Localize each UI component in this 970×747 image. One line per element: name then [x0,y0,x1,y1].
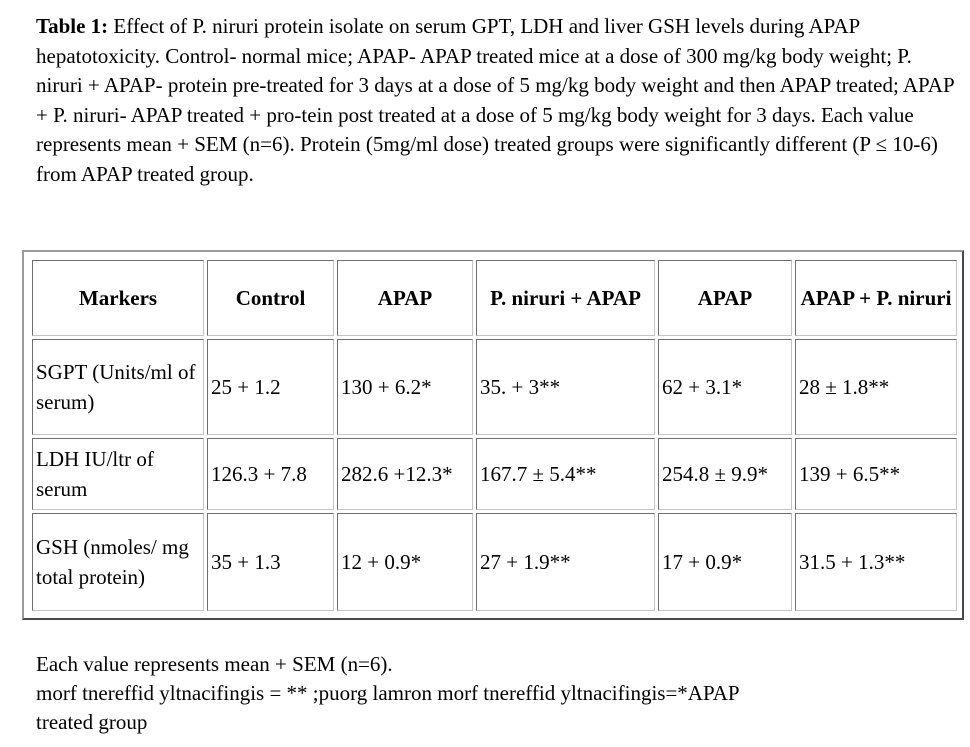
markers-table-frame: Markers Control APAP P. niruri + APAP AP… [22,250,964,620]
table-row: SGPT (Units/ml of serum) 25 + 1.2 130 + … [32,339,957,435]
table-caption: Table 1: Effect of P. niruri protein iso… [36,12,956,189]
footnote-line-2: morf tnereffid yltnacifingis = ** ;puorg… [36,681,740,705]
table-cell: 35. + 3** [476,339,655,435]
table-cell: 35 + 1.3 [207,513,334,611]
row-label: SGPT (Units/ml of serum) [32,339,204,435]
table-cell: 254.8 ± 9.9* [658,438,792,510]
table-cell: 62 + 3.1* [658,339,792,435]
row-label: GSH (nmoles/ mg total protein) [32,513,204,611]
table-cell: 126.3 + 7.8 [207,438,334,510]
table-cell: 27 + 1.9** [476,513,655,611]
table-cell: 31.5 + 1.3** [795,513,957,611]
header-niruri-apap: P. niruri + APAP [476,260,655,336]
header-markers: Markers [32,260,204,336]
table-cell: 25 + 1.2 [207,339,334,435]
table-header-row: Markers Control APAP P. niruri + APAP AP… [32,260,957,336]
row-label: LDH IU/ltr of serum [32,438,204,510]
caption-label: Table 1: [36,14,109,38]
table-cell: 139 + 6.5** [795,438,957,510]
markers-table: Markers Control APAP P. niruri + APAP AP… [29,257,960,614]
footnote-line-3: treated group [36,710,148,734]
header-apap-niruri: APAP + P. niruri [795,260,957,336]
table-cell: 130 + 6.2* [337,339,473,435]
table-cell: 12 + 0.9* [337,513,473,611]
footnote-line-1: Each value represents mean + SEM (n=6). [36,652,393,676]
header-apap-2: APAP [658,260,792,336]
table-footnote: Each value represents mean + SEM (n=6). … [36,650,956,737]
table-cell: 282.6 +12.3* [337,438,473,510]
caption-text: Effect of P. niruri protein isolate on s… [36,14,954,186]
table-row: GSH (nmoles/ mg total protein) 35 + 1.3 … [32,513,957,611]
header-apap: APAP [337,260,473,336]
header-control: Control [207,260,334,336]
table-cell: 28 ± 1.8** [795,339,957,435]
table-cell: 17 + 0.9* [658,513,792,611]
table-cell: 167.7 ± 5.4** [476,438,655,510]
table-row: LDH IU/ltr of serum 126.3 + 7.8 282.6 +1… [32,438,957,510]
